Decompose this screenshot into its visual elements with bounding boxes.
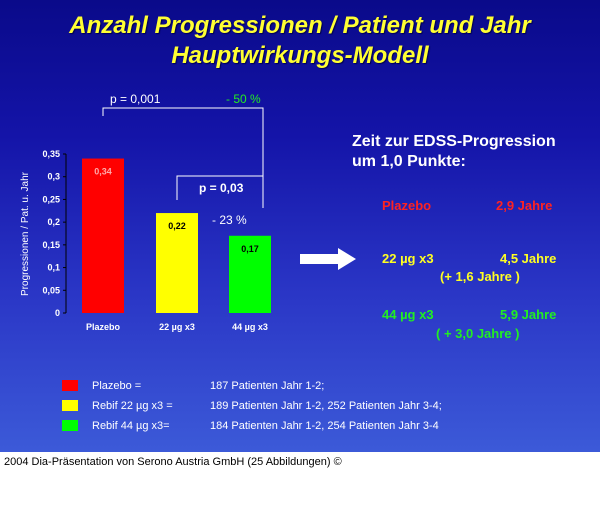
bar-value-label: 0,17 xyxy=(241,244,259,254)
legend-detail: 187 Patienten Jahr 1-2; xyxy=(210,380,325,392)
edss-row-plazebo-value: 2,9 Jahre xyxy=(496,198,553,213)
slide: Anzahl Progressionen / Patient und Jahr … xyxy=(0,0,600,452)
legend-swatch xyxy=(62,420,78,431)
edss-title: Zeit zur EDSS-Progression xyxy=(352,133,556,150)
legend-label: Rebif 44 µg x3= xyxy=(92,420,170,432)
edss-row-44-label: 44 µg x3 xyxy=(382,307,434,322)
bracket-pair xyxy=(176,175,263,200)
bar xyxy=(82,158,124,313)
x-tick-label: Plazebo xyxy=(86,322,121,332)
y-tick-label: 0 xyxy=(55,308,60,318)
bar-value-label: 0,22 xyxy=(168,221,186,231)
edss-row-44-value: 5,9 Jahre xyxy=(500,307,557,322)
edss-subtitle: um 1,0 Punkte: xyxy=(352,153,466,170)
y-tick-label: 0,3 xyxy=(47,172,60,182)
legend-swatch xyxy=(62,380,78,391)
bar xyxy=(156,213,198,313)
arrow-right-icon xyxy=(300,248,356,270)
y-tick-label: 0,15 xyxy=(42,240,60,250)
significance-brackets: p = 0,001 - 50 % p = 0,03 - 23 % xyxy=(102,92,264,227)
legend-detail: 189 Patienten Jahr 1-2, 252 Patienten Ja… xyxy=(210,400,442,412)
y-axis: 0 0,05 0,1 0,15 0,2 0,25 0,3 0,35 Progressionen … xyxy=(20,149,67,318)
y-tick-label: 0,35 xyxy=(42,149,60,159)
y-tick-label: 0,2 xyxy=(47,217,60,227)
legend-swatch xyxy=(62,400,78,411)
slide-subtitle: Hauptwirkungs-Modell xyxy=(171,42,429,69)
slide-title: Anzahl Progressionen / Patient und Jahr xyxy=(69,12,531,39)
edss-row-44-gain: ( + 3,0 Jahre ) xyxy=(436,326,520,341)
edss-row-plazebo-label: Plazebo xyxy=(382,198,432,213)
x-tick-label: 44 µg x3 xyxy=(232,322,268,332)
y-tick-label: 0,1 xyxy=(47,263,60,273)
y-tick-label: 0,05 xyxy=(42,285,60,295)
y-axis-label: Progressionen / Pat. u. Jahr xyxy=(20,171,31,296)
bars: 0,34 Plazebo 0,22 22 µg x3 0,17 44 µg x3 xyxy=(82,158,271,332)
image-caption: 2004 Dia-Präsentation von Serono Austria… xyxy=(4,456,342,468)
percent-overall: - 50 % xyxy=(226,92,261,106)
legend-detail: 184 Patienten Jahr 1-2, 254 Patienten Ja… xyxy=(210,420,439,432)
edss-row-22-label: 22 µg x3 xyxy=(382,251,434,266)
bar-chart: 0 0,05 0,1 0,15 0,2 0,25 0,3 0,35 Progressionen … xyxy=(20,92,356,332)
percent-pair: - 23 % xyxy=(212,213,247,227)
edss-row-22-gain: (+ 1,6 Jahre ) xyxy=(440,269,520,284)
bracket-overall xyxy=(102,107,264,208)
bar xyxy=(229,235,271,313)
p-value-overall: p = 0,001 xyxy=(110,92,161,106)
bar-value-label: 0,34 xyxy=(94,167,112,177)
legend-label: Rebif 22 µg x3 = xyxy=(92,400,173,412)
p-value-pair: p = 0,03 xyxy=(199,181,244,195)
x-tick-label: 22 µg x3 xyxy=(159,322,195,332)
y-tick-label: 0,25 xyxy=(42,194,60,204)
edss-row-22-value: 4,5 Jahre xyxy=(500,251,557,266)
legend-label: Plazebo = xyxy=(92,380,142,392)
